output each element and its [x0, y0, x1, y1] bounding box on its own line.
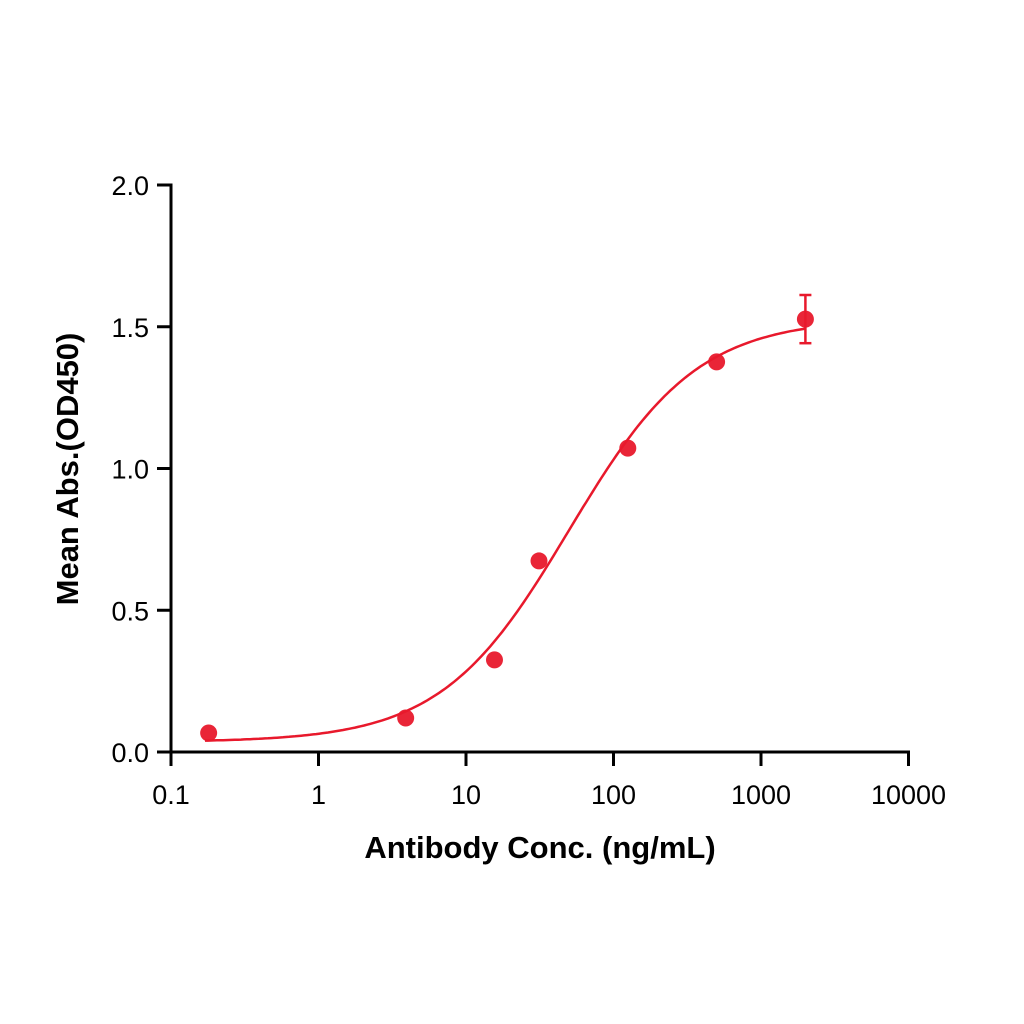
- data-point: [708, 353, 726, 371]
- data-point: [619, 439, 637, 457]
- x-tick-label: 0.1: [152, 780, 190, 810]
- fit-curve: [205, 327, 806, 742]
- data-point: [200, 724, 218, 742]
- x-tick-label: 10000: [871, 780, 946, 810]
- data-point: [796, 310, 814, 328]
- x-tick-label: 100: [591, 780, 636, 810]
- y-tick-label: 0.5: [111, 596, 149, 626]
- axes: 0.1 1 10 100 1000 10000 0.0 0.5 1.0 1.5 2.0: [111, 171, 946, 810]
- x-axis-title: Antibody Conc. (ng/mL): [364, 830, 715, 865]
- data-point: [530, 552, 548, 570]
- y-axis-title: Mean Abs.(OD450): [50, 333, 85, 606]
- y-tick-label: 1.5: [111, 313, 149, 343]
- x-tick-label: 10: [451, 780, 481, 810]
- y-tick-label: 2.0: [111, 171, 149, 201]
- y-tick-label: 1.0: [111, 455, 149, 485]
- data-point: [485, 651, 503, 669]
- x-tick-label: 1: [311, 780, 326, 810]
- x-tick-label: 1000: [731, 780, 791, 810]
- data-point: [397, 709, 415, 727]
- y-tick-label: 0.0: [111, 738, 149, 768]
- data-points: [200, 293, 814, 742]
